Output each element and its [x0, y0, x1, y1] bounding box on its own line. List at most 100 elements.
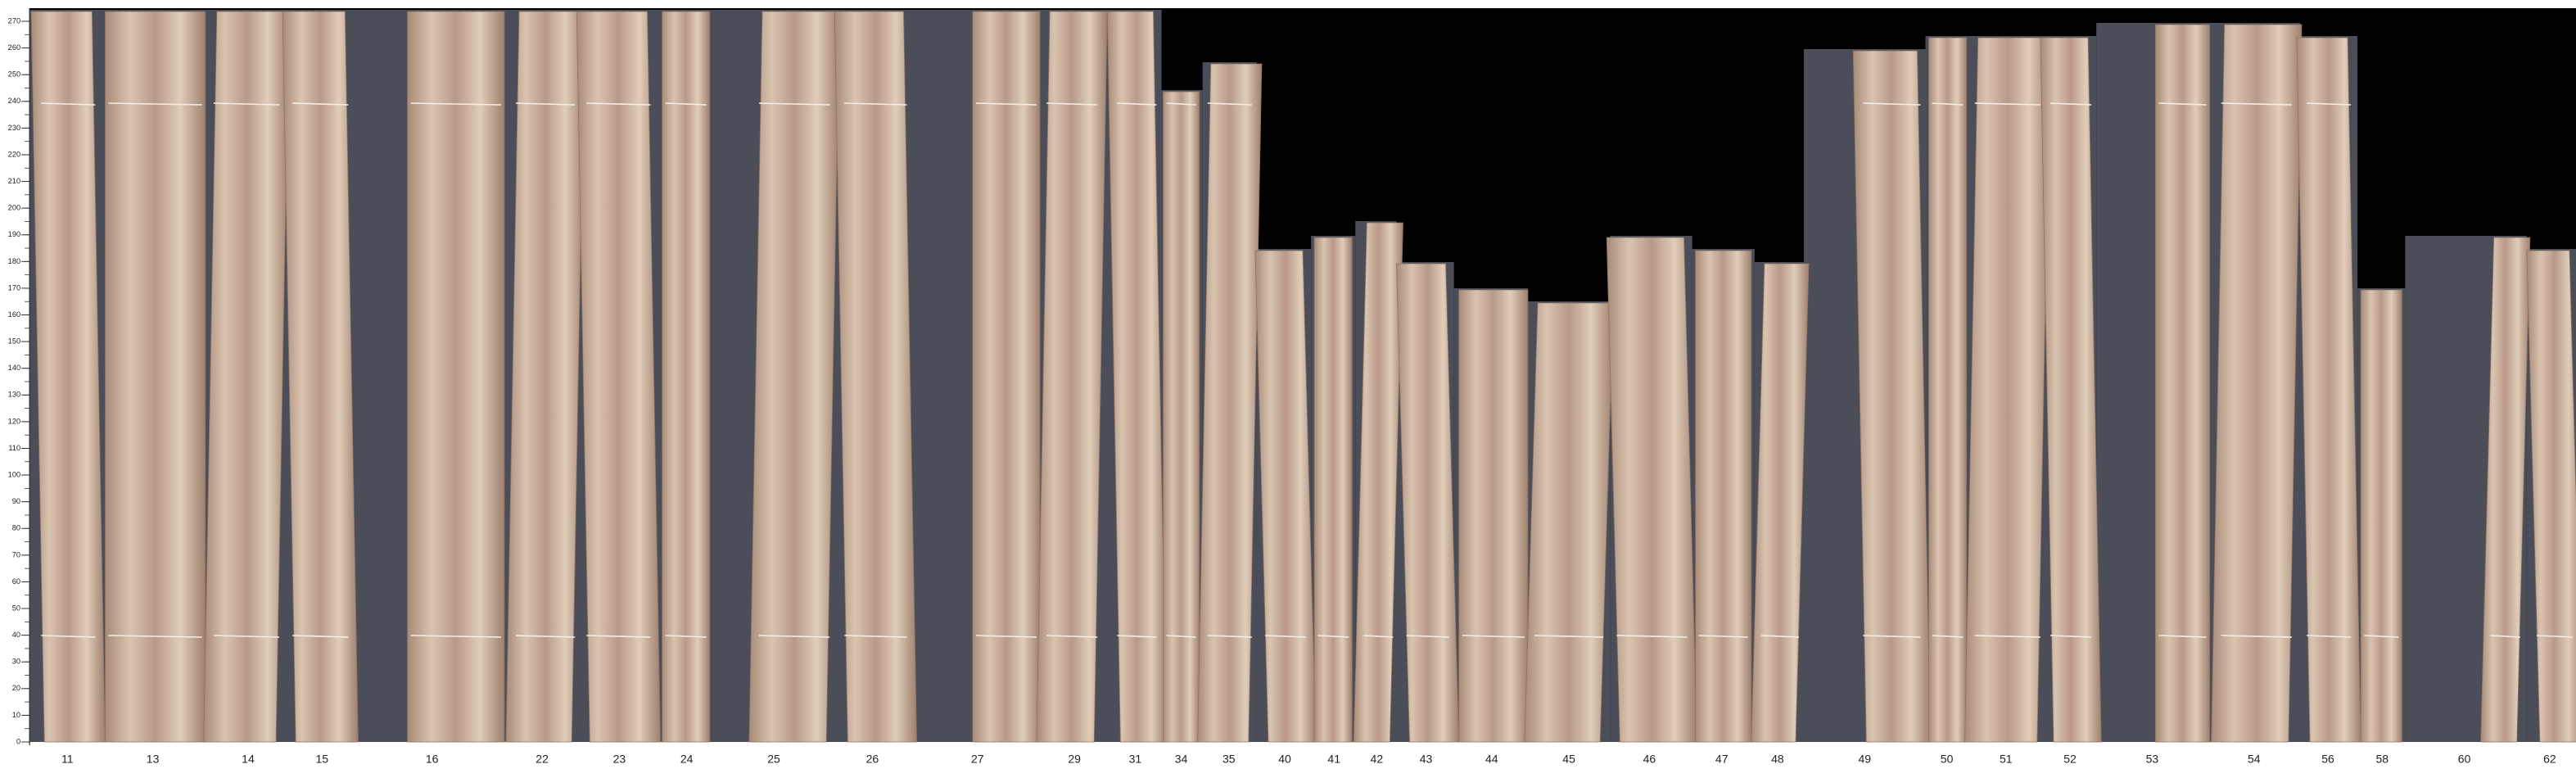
strip-label: 25 [767, 753, 780, 766]
veneer [1695, 250, 1752, 743]
veneer [1751, 263, 1810, 743]
veneer [505, 11, 585, 743]
scan-mark [292, 635, 349, 638]
scan-mark [108, 635, 202, 638]
ruler-label: 200 [8, 204, 20, 212]
veneer [1458, 289, 1529, 743]
scan-mark [410, 102, 501, 106]
scan-mark [1932, 102, 1964, 106]
scan-mark [108, 102, 202, 106]
veneer-strips [30, 11, 2576, 743]
scan-mark [1117, 102, 1157, 106]
scan-mark [1166, 635, 1196, 638]
ruler-label: 10 [12, 711, 20, 719]
scan-mark [2364, 635, 2399, 638]
ruler-label: 210 [8, 177, 20, 185]
strip-label: 24 [680, 753, 694, 766]
ruler-label: 30 [12, 658, 20, 666]
veneer [662, 11, 711, 743]
strip-label: 34 [1175, 753, 1188, 766]
ruler-label: 180 [8, 257, 20, 265]
veneer [576, 11, 661, 743]
scan-mark [2050, 102, 2092, 106]
scan-mark [1046, 102, 1098, 106]
ruler-label: 0 [16, 737, 20, 745]
strip-label: 54 [2248, 753, 2261, 766]
scan-mark [410, 635, 501, 638]
ruler-label: 120 [8, 417, 20, 425]
strip-label: 26 [866, 753, 879, 766]
scan-mark [1863, 635, 1921, 638]
strip-label: 29 [1068, 753, 1081, 766]
ruler-label: 190 [8, 230, 20, 238]
veneer [2040, 37, 2102, 743]
ruler-label: 40 [12, 631, 20, 639]
strip-label: 40 [1278, 753, 1291, 766]
ruler-label: 20 [12, 684, 20, 692]
scan-mark [1207, 102, 1252, 106]
scan-mark [41, 635, 96, 638]
veneer [30, 11, 106, 743]
strip-label: 42 [1371, 753, 1384, 766]
strip-label: 35 [1222, 753, 1236, 766]
scan-mark [1317, 635, 1349, 638]
strip-label: 14 [242, 753, 255, 766]
strip-label: 44 [1485, 753, 1498, 766]
strip-label: 47 [1715, 753, 1729, 766]
veneer [1524, 302, 1614, 743]
scan-mark [1462, 635, 1525, 638]
strip-label: 56 [2321, 753, 2334, 766]
ruler-label: 130 [8, 391, 20, 399]
veneer [1163, 91, 1200, 743]
ruler-label: 230 [8, 124, 20, 132]
veneer [1313, 237, 1353, 743]
ruler-label: 140 [8, 364, 20, 372]
strip-label: 11 [61, 753, 74, 766]
veneer [1036, 11, 1108, 743]
strip-label: 49 [1858, 753, 1871, 766]
veneer [282, 11, 359, 743]
strip-label: 27 [971, 753, 984, 766]
veneer [834, 11, 917, 743]
strip-label: 60 [2458, 753, 2471, 766]
scan-mark [1932, 635, 1964, 638]
scan-mark [975, 635, 1037, 638]
scan-mark [1166, 102, 1196, 106]
veneer [2480, 237, 2531, 743]
scan-mark [1974, 102, 2040, 106]
scan-mark [1363, 635, 1394, 638]
veneer [2526, 250, 2576, 743]
scan-mark [2158, 635, 2207, 638]
strip-label: 52 [2063, 753, 2077, 766]
veneer [1964, 37, 2051, 743]
scan-mark [758, 102, 830, 106]
veneer [2360, 289, 2402, 743]
strip-label: 58 [2375, 753, 2388, 766]
scan-mark [665, 635, 707, 638]
ruler-label: 270 [8, 16, 20, 25]
strip-label: 53 [2146, 753, 2159, 766]
veneer [2154, 24, 2211, 743]
scan-mark [844, 635, 907, 638]
strip-label: 46 [1643, 753, 1656, 766]
scan-mark [586, 102, 651, 106]
veneer [407, 11, 505, 743]
scan-mark [1616, 635, 1688, 638]
strip-label: 45 [1562, 753, 1575, 766]
scan-mark [2490, 635, 2520, 638]
ruler-label: 160 [8, 310, 20, 319]
strip-label: 22 [536, 753, 549, 766]
scan-mark [1264, 635, 1307, 638]
veneer [1197, 63, 1263, 743]
ruler-label: 260 [8, 43, 20, 52]
scan-mark [1760, 635, 1800, 638]
scan-mark [292, 102, 349, 106]
veneer [1606, 237, 1698, 743]
scan-mark [2050, 635, 2092, 638]
strip-label: 31 [1129, 753, 1142, 766]
scan-mark [665, 102, 707, 106]
scan-mark [515, 635, 576, 638]
veneer [105, 11, 206, 743]
scan-mark [844, 102, 907, 106]
